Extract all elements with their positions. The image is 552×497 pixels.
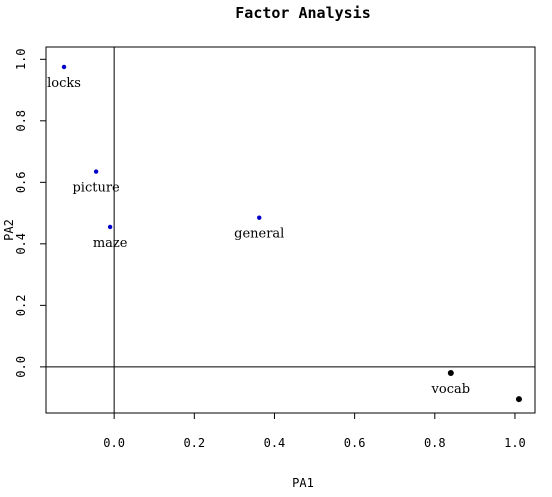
y-tick-label: 0.8 <box>14 110 28 132</box>
data-point <box>93 169 99 174</box>
chart-title: Factor Analysis <box>235 4 370 22</box>
x-tick-label: 1.0 <box>504 436 526 450</box>
data-point <box>447 370 454 377</box>
x-axis: 0.0 0.2 0.4 0.6 0.8 1.0 <box>103 413 526 450</box>
point-label: general <box>234 227 284 242</box>
x-tick-label: 0.0 <box>103 436 125 450</box>
point-labels: locks picture maze general vocab <box>47 76 470 397</box>
point-label: vocab <box>431 382 471 397</box>
data-point <box>61 64 67 70</box>
x-tick-label: 0.2 <box>183 436 205 450</box>
data-point <box>107 224 113 230</box>
point-label: maze <box>93 236 128 251</box>
y-tick-label: 1.0 <box>14 48 28 70</box>
x-tick-label: 0.6 <box>344 436 366 450</box>
y-axis: 0.0 0.2 0.4 0.6 0.8 1.0 <box>14 48 46 378</box>
point-label: picture <box>72 181 120 196</box>
y-axis-label: PA2 <box>2 219 16 241</box>
x-tick-label: 0.8 <box>424 436 446 450</box>
point-label: locks <box>47 76 81 91</box>
data-point <box>515 396 522 403</box>
reference-lines <box>46 47 535 413</box>
data-point <box>257 215 262 220</box>
y-tick-label: 0.6 <box>14 171 28 193</box>
y-tick-label: 0.4 <box>14 233 28 255</box>
y-tick-label: 0.0 <box>14 356 28 378</box>
data-points <box>61 64 522 403</box>
y-tick-label: 0.2 <box>14 295 28 317</box>
plot-frame <box>45 46 536 414</box>
x-axis-label: PA1 <box>292 476 314 490</box>
x-tick-label: 0.4 <box>264 436 286 450</box>
